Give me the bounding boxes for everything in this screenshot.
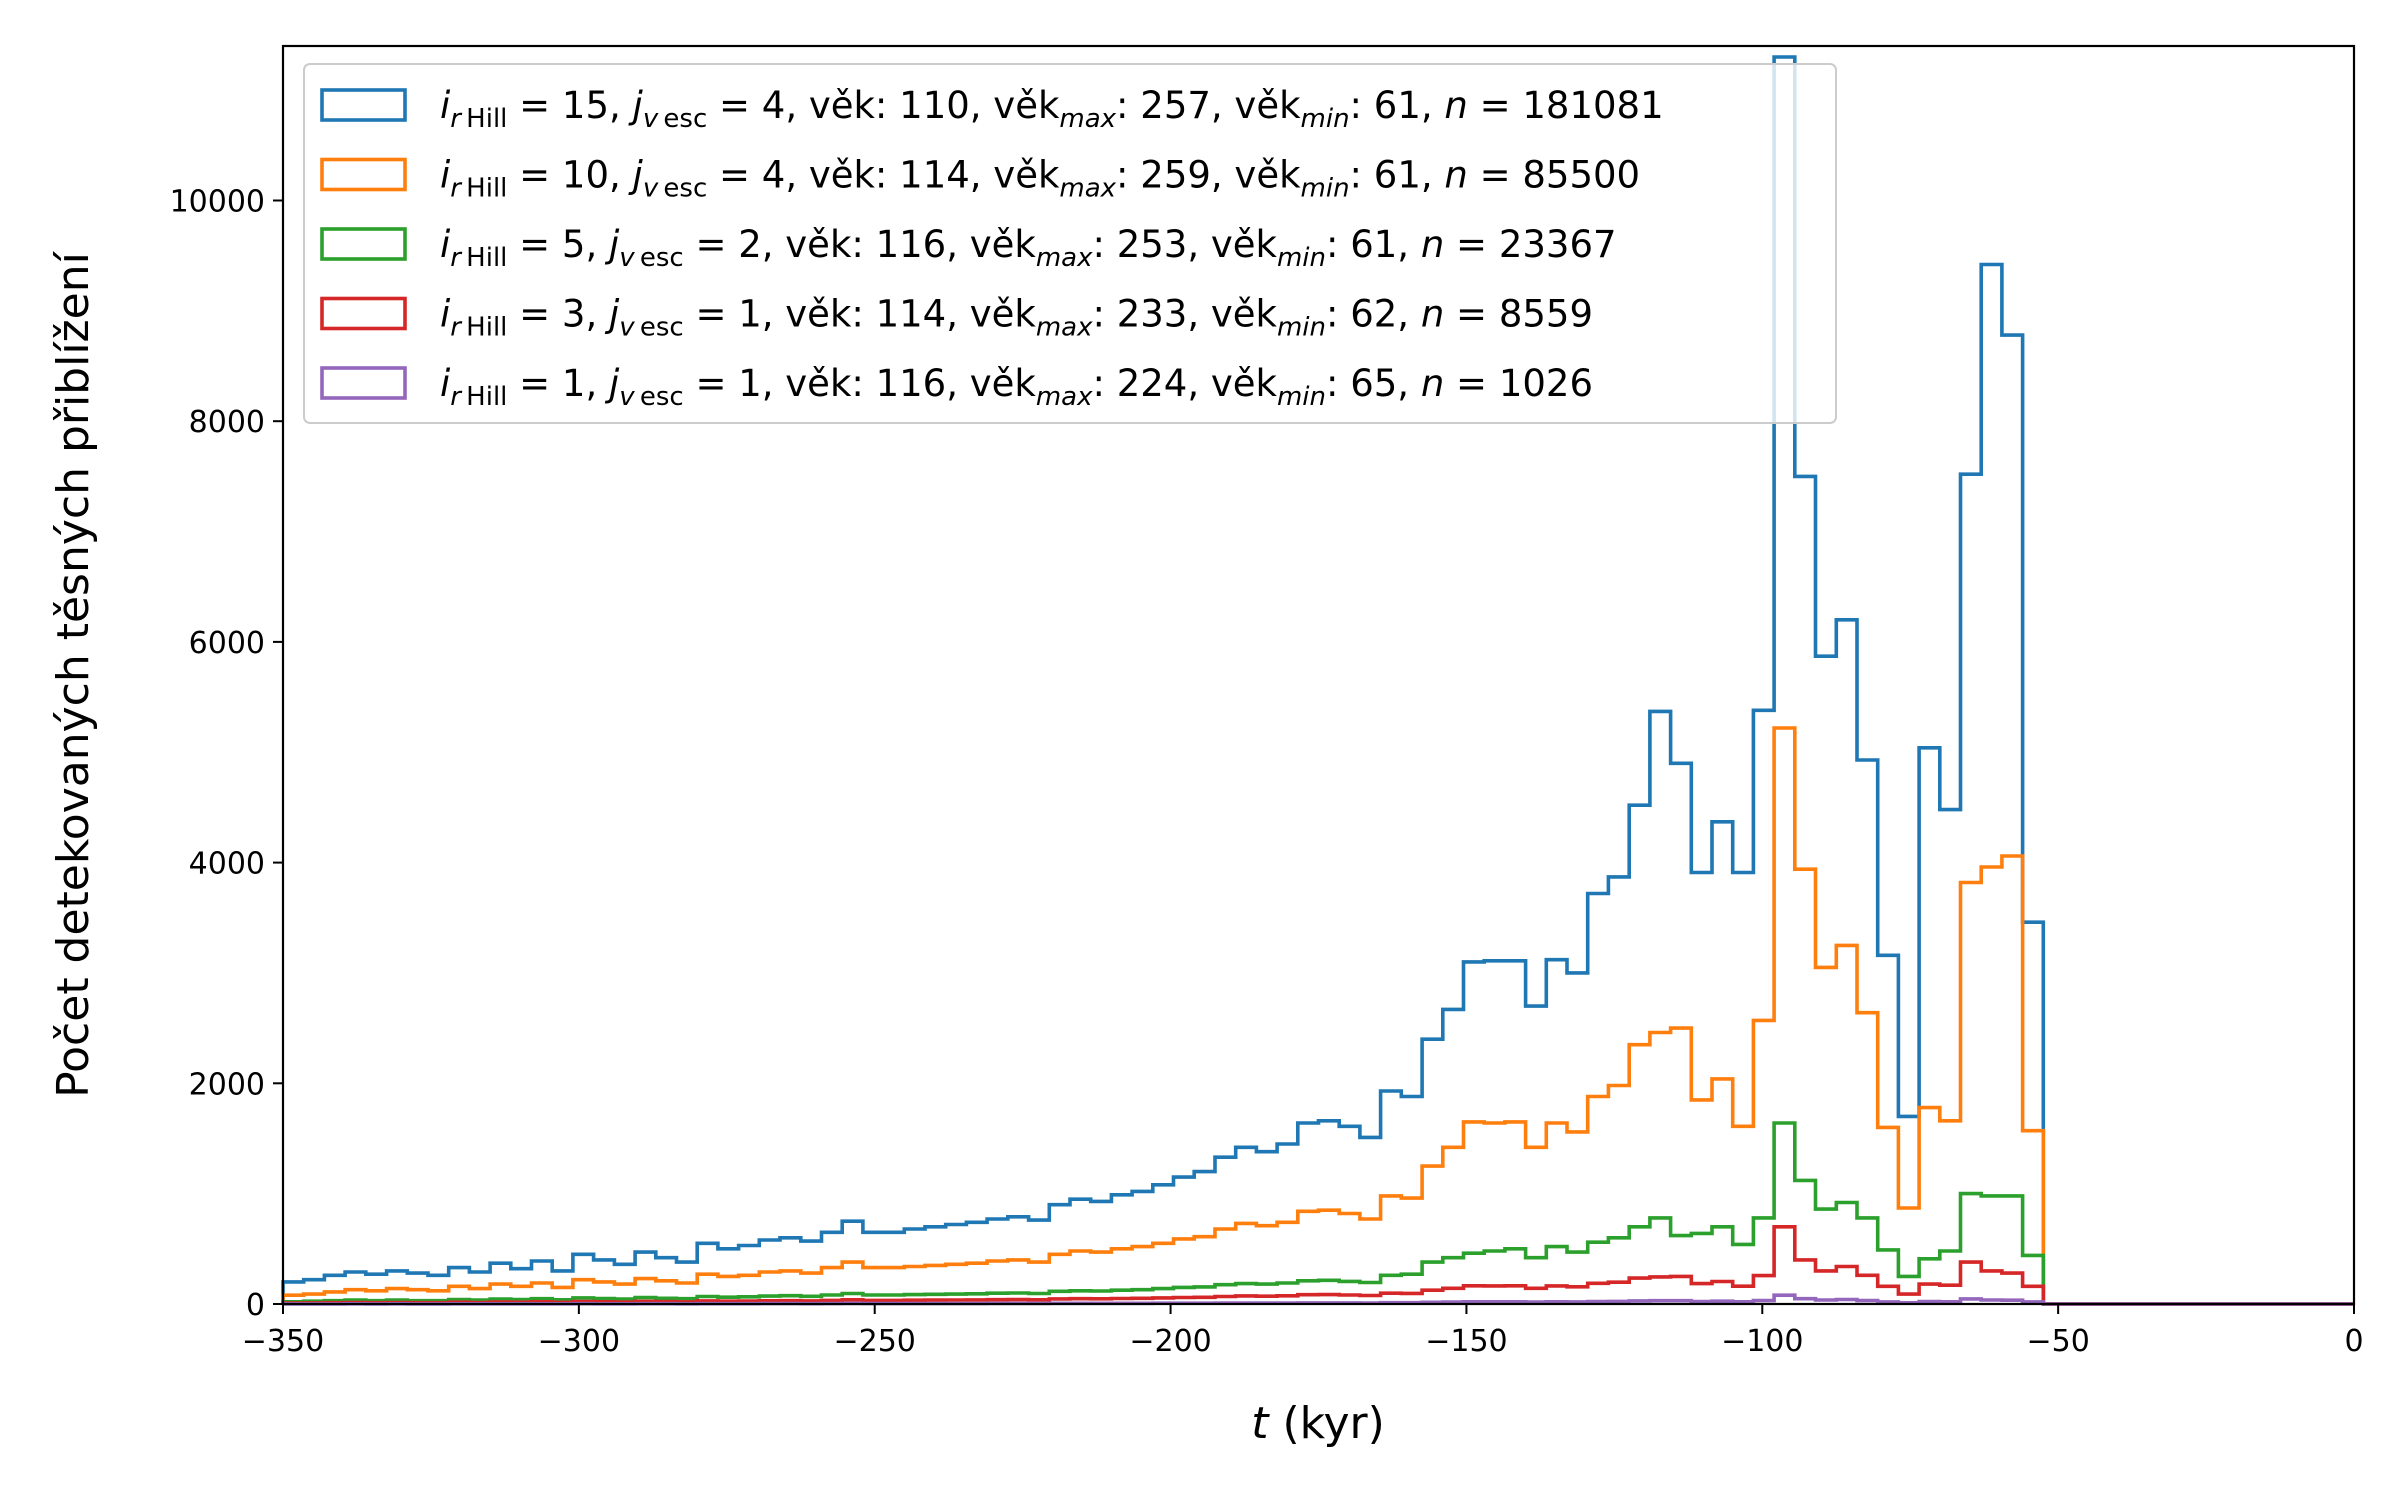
x-tick-label: −300: [538, 1324, 620, 1359]
histogram-series-4: [281, 1225, 2354, 1306]
legend: ir Hill = 15, jv esc = 4, věk: 110, věkm…: [303, 63, 1837, 424]
y-tick-label: 6000: [189, 626, 265, 661]
legend-entry-1: ir Hill = 15, jv esc = 4, věk: 110, věkm…: [440, 84, 1664, 134]
y-tick-label: 0: [246, 1288, 265, 1323]
x-tick-label: 0: [2344, 1324, 2363, 1359]
x-tick-label: −350: [242, 1324, 324, 1359]
y-axis-label: Počet detekovaných těsných přiblížení: [48, 250, 99, 1097]
y-tick-label: 2000: [189, 1067, 265, 1102]
legend-entry-3: ir Hill = 5, jv esc = 2, věk: 116, věkma…: [440, 223, 1617, 273]
legend-swatch-3: [320, 227, 407, 261]
y-axis: 0 2000 4000 6000 8000 10000: [170, 184, 283, 1323]
y-tick-label: 8000: [189, 405, 265, 440]
legend-entry-5: ir Hill = 1, jv esc = 1, věk: 116, věkma…: [440, 362, 1593, 412]
x-tick-label: −200: [1129, 1324, 1211, 1359]
x-tick-label: −50: [2026, 1324, 2089, 1359]
histogram-series-1: [281, 55, 2354, 1306]
plot-frame: [281, 44, 2356, 1306]
y-tick-label: 4000: [189, 847, 265, 882]
legend-entry-2: ir Hill = 10, jv esc = 4, věk: 114, věkm…: [440, 154, 1640, 204]
x-axis-label-variable: t: [1251, 1398, 1270, 1449]
legend-swatch-4: [320, 296, 407, 331]
x-axis-label-unit: (kyr): [1268, 1398, 1384, 1449]
legend-box: [303, 63, 1837, 424]
x-tick-label: −100: [1721, 1324, 1803, 1359]
legend-entry-4: ir Hill = 3, jv esc = 1, věk: 114, věkma…: [440, 293, 1593, 343]
legend-swatch-1: [320, 88, 407, 122]
legend-swatch-5: [320, 366, 407, 400]
series-layer: [281, 55, 2354, 1306]
histogram-series-3: [281, 1121, 2354, 1306]
x-axis-label: t (kyr): [1251, 1398, 1385, 1449]
legend-swatch-2: [320, 157, 407, 192]
y-tick-label: 10000: [170, 184, 265, 219]
x-tick-label: −150: [1425, 1324, 1507, 1359]
x-axis: −350 −300 −250 −200 −150 −100 −50 0: [242, 1304, 2364, 1359]
histogram-series-2: [281, 726, 2354, 1306]
x-tick-label: −250: [834, 1324, 916, 1359]
